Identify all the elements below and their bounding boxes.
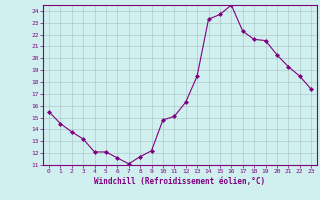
X-axis label: Windchill (Refroidissement éolien,°C): Windchill (Refroidissement éolien,°C): [94, 177, 266, 186]
